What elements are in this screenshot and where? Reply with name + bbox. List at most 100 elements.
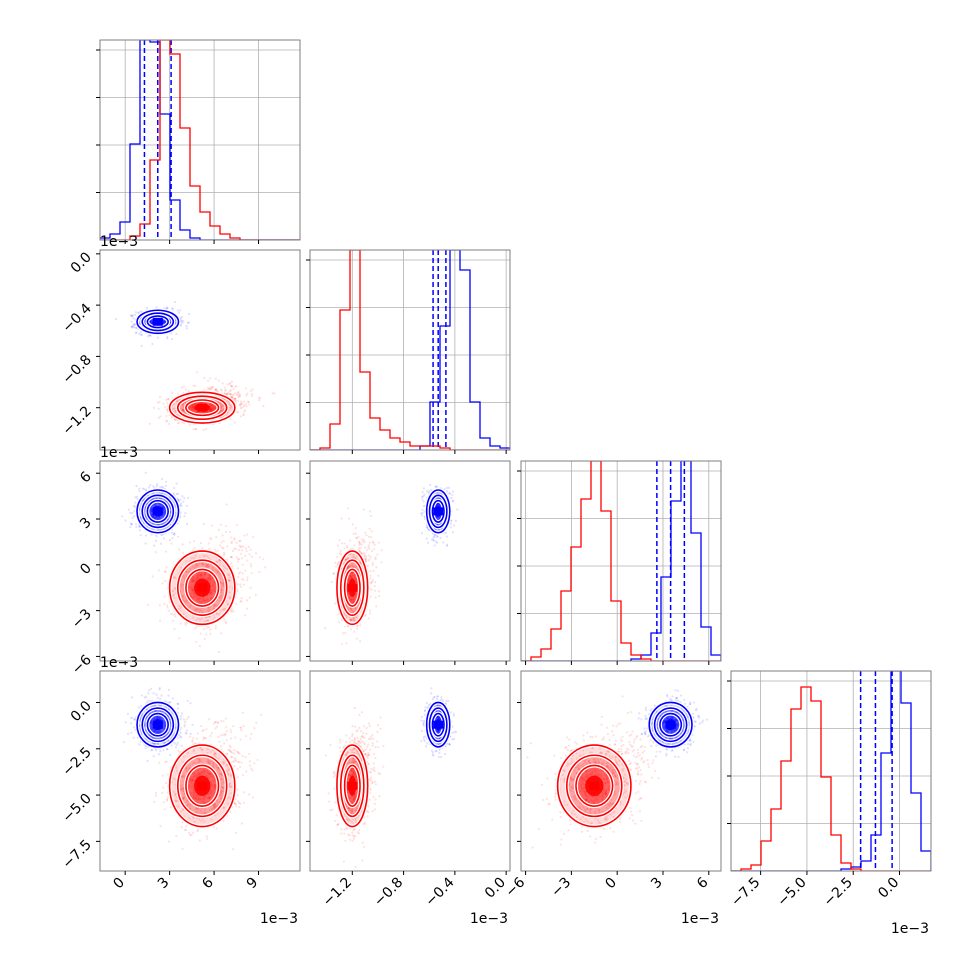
blue-point: [451, 500, 454, 503]
blue-point: [151, 322, 154, 325]
red-point: [200, 618, 203, 621]
red-point: [180, 386, 183, 389]
blue-peak: [152, 507, 163, 516]
red-point: [213, 587, 216, 591]
red-point: [195, 403, 198, 406]
blue-point: [170, 531, 173, 534]
blue-point: [170, 307, 174, 310]
blue-point: [421, 532, 424, 535]
red-point: [198, 571, 202, 574]
red-point: [201, 563, 205, 566]
blue-point: [155, 535, 158, 538]
blue-point: [149, 320, 152, 323]
red-point: [158, 604, 161, 607]
blue-point: [150, 322, 154, 325]
red-point: [208, 388, 211, 392]
red-point: [196, 575, 200, 578]
panel-content: [100, 40, 300, 240]
red-point: [220, 596, 224, 599]
red-point: [212, 406, 215, 410]
red-point: [211, 407, 214, 411]
blue-point: [155, 516, 158, 519]
red-point: [235, 385, 238, 388]
red-point: [224, 524, 228, 528]
red-point: [210, 404, 213, 407]
blue-point: [138, 490, 141, 493]
red-point: [181, 408, 185, 412]
red-point: [210, 408, 213, 411]
red-point: [203, 573, 206, 576]
blue-point: [421, 511, 424, 515]
red-point: [375, 566, 378, 569]
red-point: [205, 619, 209, 622]
blue-point: [152, 515, 155, 518]
red-point: [190, 583, 194, 587]
red-point: [210, 403, 213, 406]
red-point: [236, 583, 239, 586]
red-point: [188, 405, 191, 408]
red-point: [230, 385, 234, 388]
panel-2-1: [306, 460, 511, 665]
red-point: [204, 620, 207, 623]
y-tick-label: −1.2: [59, 403, 94, 438]
red-point: [201, 598, 204, 601]
red-point: [248, 553, 251, 556]
blue-point: [144, 471, 147, 474]
red-point: [183, 576, 186, 579]
red-point: [221, 546, 224, 549]
red-point: [224, 530, 228, 533]
red-point: [214, 624, 217, 627]
red-point: [219, 388, 223, 391]
red-point: [369, 514, 373, 518]
red-point: [228, 579, 231, 582]
red-point: [244, 409, 247, 412]
red-point: [209, 575, 212, 578]
red-point: [195, 564, 198, 567]
red-point: [206, 564, 209, 567]
blue-point: [437, 503, 440, 506]
red-point: [237, 391, 240, 394]
red-point: [237, 399, 240, 403]
red-point: [195, 609, 198, 612]
red-contour: [176, 395, 228, 421]
red-point: [172, 407, 175, 411]
blue-point: [449, 522, 453, 525]
red-point: [210, 386, 213, 389]
red-point: [222, 539, 225, 542]
blue-point: [156, 336, 159, 339]
red-point: [220, 588, 223, 592]
blue-point: [451, 531, 455, 534]
red-point: [195, 598, 198, 601]
red-point: [347, 578, 350, 581]
red-point: [184, 601, 187, 604]
red-point: [232, 610, 235, 613]
red-point: [207, 573, 210, 577]
red-point: [193, 595, 196, 598]
red-point: [346, 591, 349, 595]
red-point: [172, 589, 175, 592]
red-point: [176, 392, 179, 395]
blue-point: [183, 497, 186, 500]
red-point: [343, 542, 346, 545]
red-point: [163, 595, 166, 598]
red-point: [221, 534, 224, 537]
red-point: [208, 626, 211, 629]
blue-point: [420, 495, 424, 498]
red-point: [246, 578, 249, 582]
red-point: [211, 407, 214, 410]
blue-point: [154, 504, 157, 507]
red-point: [198, 618, 202, 621]
blue-point: [157, 502, 160, 505]
red-point: [235, 410, 239, 413]
red-point: [173, 596, 176, 600]
red-point: [190, 594, 193, 598]
red-point: [192, 575, 195, 578]
blue-point: [157, 516, 160, 519]
red-point: [209, 402, 212, 406]
red-point: [164, 550, 167, 553]
red-point: [206, 578, 209, 581]
blue-point: [124, 519, 127, 522]
red-point: [199, 574, 202, 577]
red-point: [196, 576, 199, 580]
red-point: [232, 388, 235, 391]
